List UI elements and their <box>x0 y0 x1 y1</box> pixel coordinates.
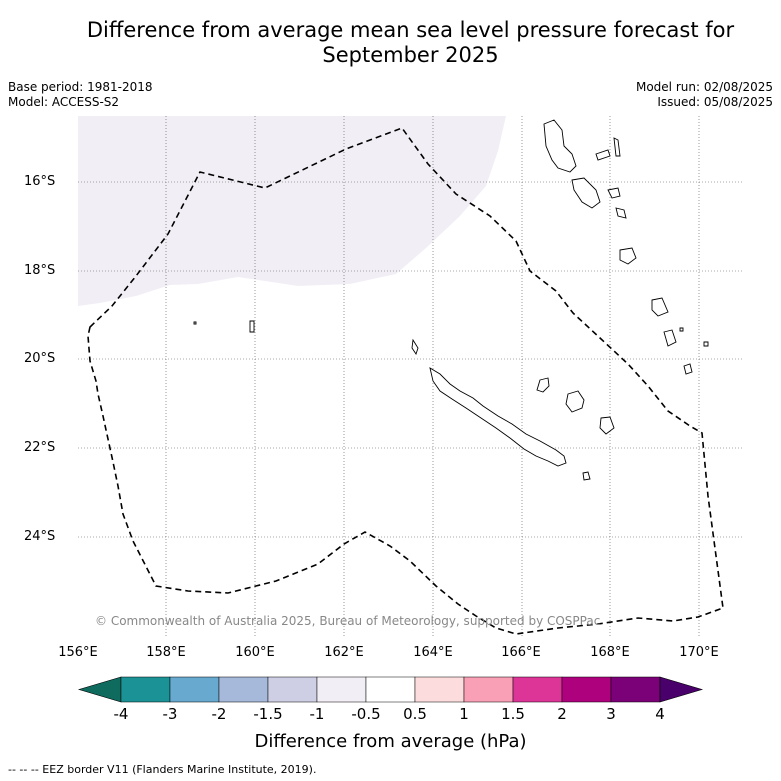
colorbar-segment <box>365 676 416 703</box>
island-small-3 <box>249 320 255 333</box>
colorbar-segment <box>120 676 171 703</box>
colorbar-label: Difference from average (hPa) <box>254 731 527 752</box>
island-erromango <box>651 297 669 317</box>
eez-border <box>87 127 724 635</box>
base-period: Base period: 1981-2018 <box>8 80 153 94</box>
model-run: Model run: 02/08/2025 <box>635 80 773 94</box>
coastlines <box>193 119 709 481</box>
colorbar-segment <box>463 676 514 703</box>
colorbar-tick-label: 3 <box>606 705 616 723</box>
island-malakula <box>571 177 601 209</box>
colorbar-tick-label: 1 <box>459 705 469 723</box>
island-mare <box>599 416 615 435</box>
meta-left: Base period: 1981-2018 Model: ACCESS-S2 <box>8 80 153 110</box>
colorbar-tick-label: -0.5 <box>351 705 381 723</box>
lon-label-166e: 166°E <box>501 645 541 660</box>
island-ouvea <box>536 377 550 393</box>
model-name: Model: ACCESS-S2 <box>8 95 120 109</box>
title-line-1: Difference from average mean sea level p… <box>86 18 735 42</box>
island-tanna <box>663 329 677 347</box>
colorbar <box>77 676 704 703</box>
lon-label-164e: 164°E <box>413 645 453 660</box>
colorbar-tick-label: -2 <box>211 705 227 723</box>
lat-label-18s: 18°S <box>24 263 56 278</box>
colorbar-segment <box>169 676 220 703</box>
colorbar-under-arrow <box>77 676 122 703</box>
lat-label-16s: 16°S <box>24 174 56 189</box>
colorbar-tick-label: 2 <box>557 705 567 723</box>
island-espiritu-santo <box>543 119 577 173</box>
island-ambrym <box>607 187 621 199</box>
colorbar-over-arrow <box>659 676 704 703</box>
copyright-notice: © Commonwealth of Australia 2025, Bureau… <box>95 614 601 628</box>
island-pines <box>582 471 591 481</box>
issued-date: Issued: 05/08/2025 <box>657 95 773 109</box>
lat-label-24s: 24°S <box>24 529 56 544</box>
island-small-1 <box>703 341 709 347</box>
colorbar-tick-label: -4 <box>113 705 129 723</box>
lon-label-170e: 170°E <box>679 645 719 660</box>
colorbar-segment <box>267 676 318 703</box>
map-area <box>78 116 743 636</box>
lat-label-20s: 20°S <box>24 351 56 366</box>
island-maewo <box>613 137 621 157</box>
colorbar-tick-label: 0.5 <box>403 705 427 723</box>
lon-label-160e: 160°E <box>235 645 275 660</box>
map-title: Difference from average mean sea level p… <box>40 18 781 68</box>
meta-right: Model run: 02/08/2025 Issued: 05/08/2025 <box>636 80 773 110</box>
island-aneityum <box>683 363 693 375</box>
colorbar-tick-label: -1 <box>309 705 325 723</box>
colorbar-segment <box>561 676 612 703</box>
island-new-caledonia <box>429 367 567 467</box>
island-lifou <box>565 390 585 413</box>
colorbar-segment <box>610 676 661 703</box>
lon-label-156e: 156°E <box>58 645 98 660</box>
colorbar-tick-label: 1.5 <box>501 705 525 723</box>
island-efate <box>619 247 637 265</box>
colorbar-tick-label: -1.5 <box>253 705 283 723</box>
island-belep <box>411 338 419 356</box>
lon-label-168e: 168°E <box>590 645 630 660</box>
title-line-2: September 2025 <box>322 43 499 67</box>
map-svg <box>78 116 743 636</box>
lat-label-22s: 22°S <box>24 440 56 455</box>
island-small-4 <box>193 321 197 325</box>
pressure-anomaly-shading <box>78 116 506 306</box>
lon-label-158e: 158°E <box>146 645 186 660</box>
colorbar-segment <box>512 676 563 703</box>
eez-legend-note: -- -- -- EEZ border V11 (Flanders Marine… <box>8 763 317 776</box>
colorbar-segment <box>218 676 269 703</box>
island-epi <box>615 207 627 219</box>
colorbar-segment <box>316 676 367 703</box>
island-ambae <box>595 149 611 161</box>
colorbar-tick-label: -3 <box>162 705 178 723</box>
colorbar-tick-label: 4 <box>655 705 665 723</box>
island-small-2 <box>679 327 684 332</box>
lon-label-162e: 162°E <box>324 645 364 660</box>
colorbar-segment <box>414 676 465 703</box>
